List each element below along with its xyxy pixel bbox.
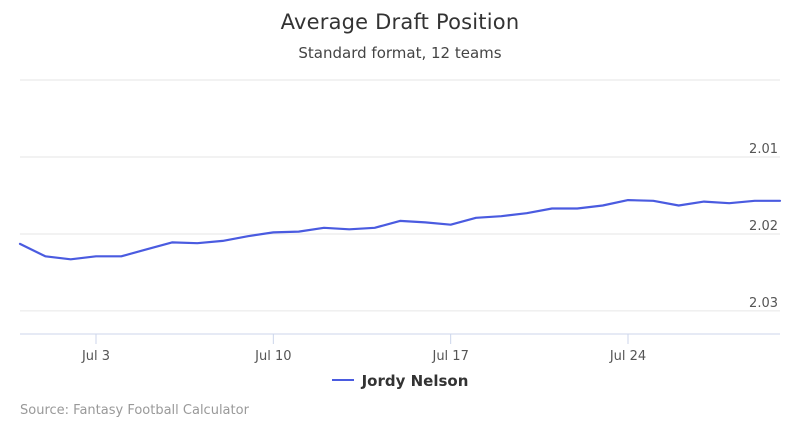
x-tick-label: Jul 17 — [431, 349, 468, 364]
grid-lines — [20, 79, 780, 312]
y-tick-label: 2.03 — [749, 296, 778, 311]
series-layer — [18, 199, 782, 261]
y-axis-ticks: 2.01 2.02 2.03 — [749, 142, 778, 311]
y-tick-label: 2.01 — [749, 142, 778, 157]
y-tick-label: 2.02 — [749, 219, 778, 234]
source-credit[interactable]: Source: Fantasy Football Calculator — [20, 403, 249, 418]
x-axis-ticks: Jul 3 Jul 10 Jul 17 Jul 24 — [81, 334, 646, 364]
x-tick-label: Jul 3 — [81, 349, 110, 364]
series-line-jordy-nelson — [18, 199, 782, 261]
legend-label-jordy-nelson: Jordy Nelson — [361, 372, 469, 390]
legend-swatch — [331, 378, 354, 381]
x-tick-label: Jul 10 — [254, 349, 291, 364]
x-tick-label: Jul 24 — [609, 349, 646, 364]
legend[interactable]: Jordy Nelson — [0, 372, 800, 390]
chart-title: Average Draft Position — [280, 10, 520, 34]
chart-subtitle: Standard format, 12 teams — [298, 44, 502, 62]
